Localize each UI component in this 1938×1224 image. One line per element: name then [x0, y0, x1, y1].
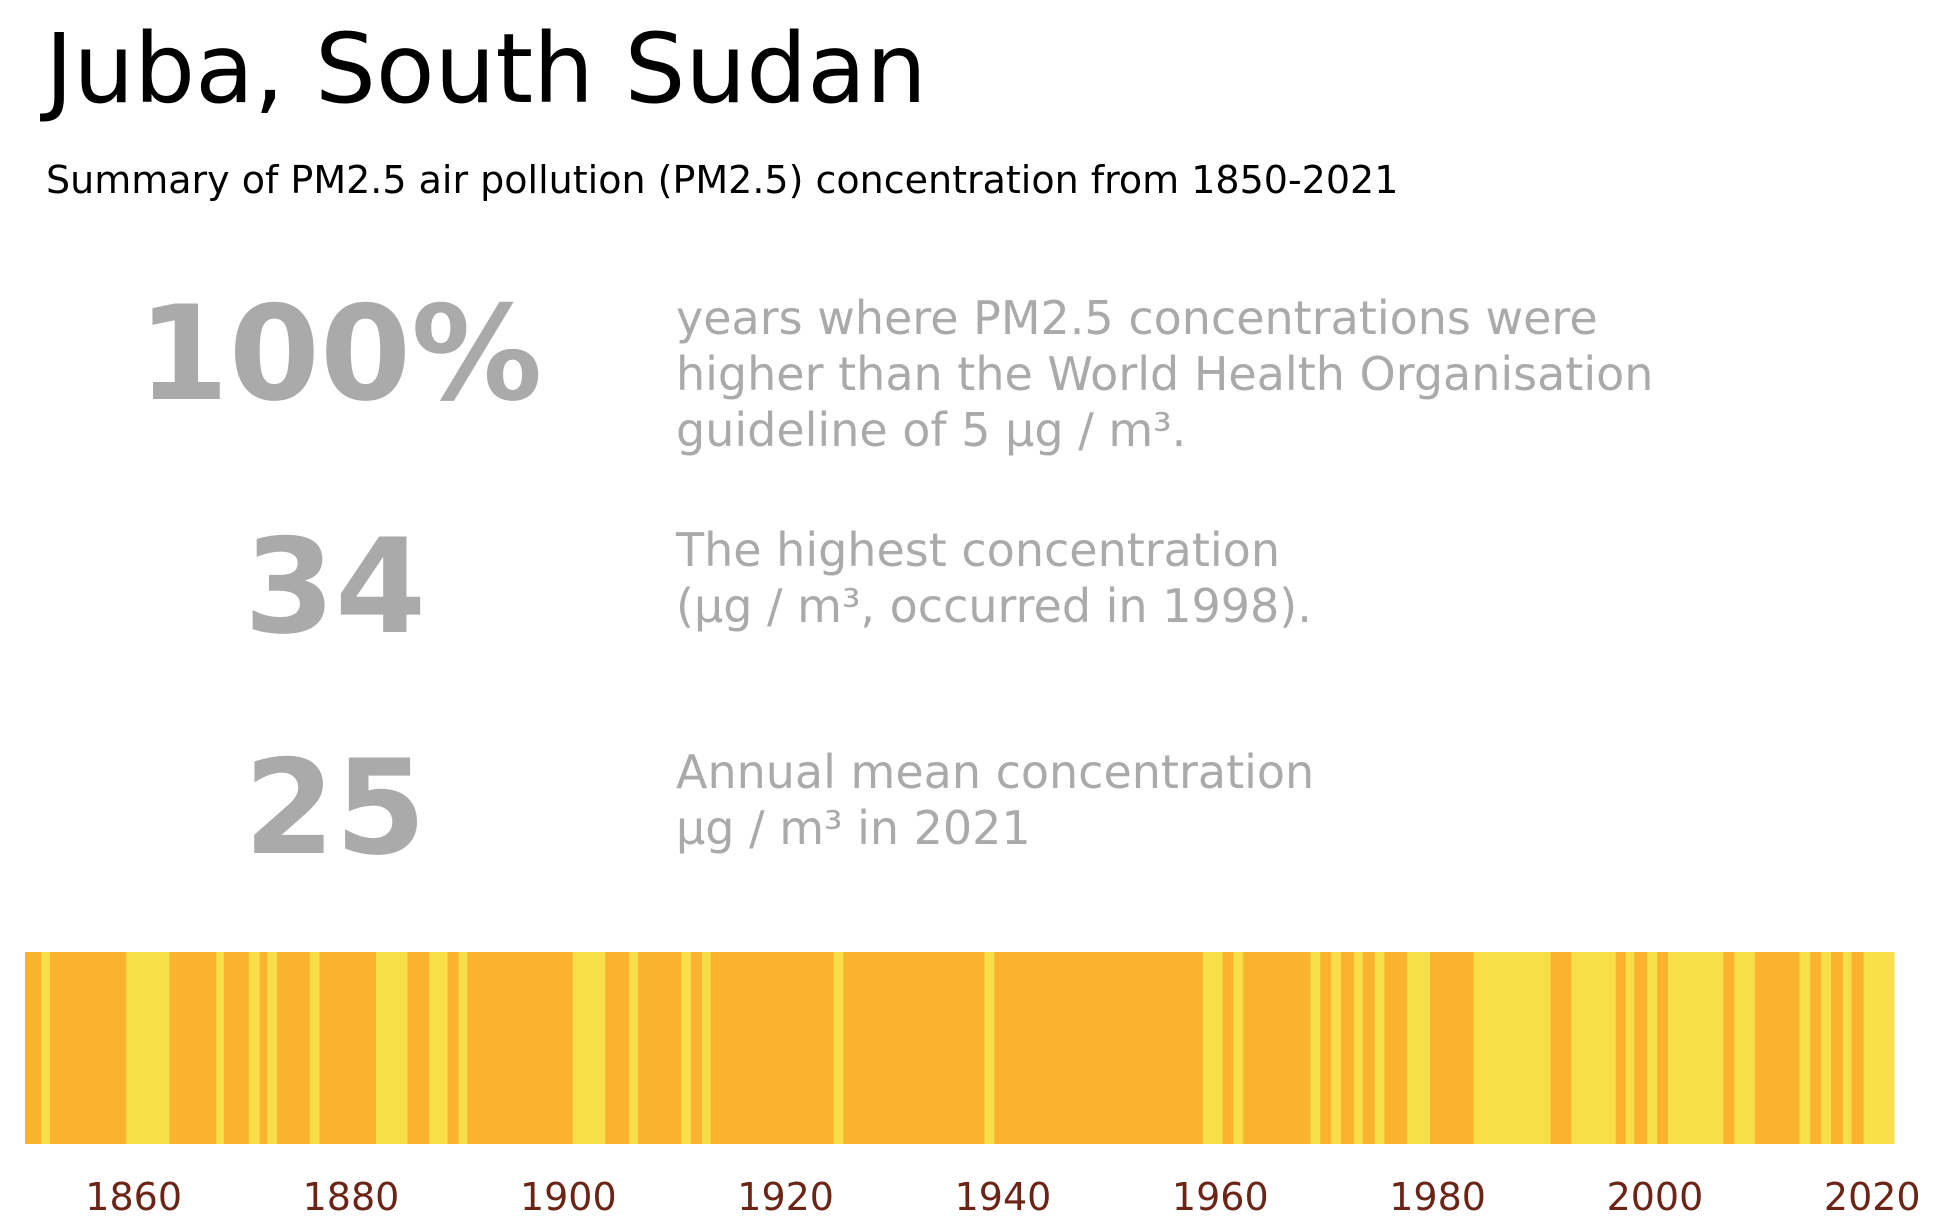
stripe-band-37: [1331, 952, 1342, 1144]
stripe-band-26: [710, 952, 834, 1144]
stripe-band-39: [1353, 952, 1364, 1144]
stat-highest-value: 34: [243, 510, 427, 663]
x-tick-label: 1880: [303, 1175, 400, 1219]
stripe-band-22: [637, 952, 682, 1144]
stripe-band-27: [833, 952, 844, 1144]
stripe-band-54: [1667, 952, 1724, 1144]
stripe-band-60: [1821, 952, 1832, 1144]
stripe-band-31: [1202, 952, 1223, 1144]
stripe-band-14: [407, 952, 430, 1144]
stripe-band-1: [41, 952, 51, 1144]
stripe-band-5: [216, 952, 225, 1144]
stripe-band-24: [691, 952, 703, 1144]
stripe-band-4: [169, 952, 217, 1144]
stripe-band-16: [447, 952, 460, 1144]
stripe-band-7: [248, 952, 261, 1144]
stripe-band-0: [25, 952, 42, 1144]
stripe-band-2: [49, 952, 127, 1144]
stripe-band-44: [1430, 952, 1452, 1144]
stripe-band-53: [1657, 952, 1669, 1144]
stripe-band-23: [681, 952, 692, 1144]
stripe-band-32: [1222, 952, 1234, 1144]
stripe-band-36: [1320, 952, 1332, 1144]
stripe-band-41: [1374, 952, 1385, 1144]
stripe-band-10: [277, 952, 311, 1144]
stripe-band-21: [629, 952, 639, 1144]
x-tick-label: 1960: [1172, 1175, 1269, 1219]
x-tick-label: 1980: [1389, 1175, 1486, 1219]
stripe-band-40: [1362, 952, 1376, 1144]
stripe-band-59: [1810, 952, 1822, 1144]
stripe-band-38: [1340, 952, 1355, 1144]
stripe-band-50: [1625, 952, 1635, 1144]
stripe-band-52: [1647, 952, 1658, 1144]
stripe-band-55: [1723, 952, 1735, 1144]
page-title: Juba, South Sudan: [45, 13, 927, 125]
stripe-band-34: [1243, 952, 1311, 1144]
x-tick-label: 2020: [1824, 1175, 1921, 1219]
stripe-band-65: [1872, 952, 1895, 1144]
stat-percentage-value: 100%: [137, 277, 543, 430]
stripe-band-57: [1754, 952, 1800, 1144]
stripe-band-17: [458, 952, 468, 1144]
stripe-band-29: [984, 952, 995, 1144]
stripe-band-3: [126, 952, 171, 1144]
stat-percentage-description: years where PM2.5 concentrations were hi…: [676, 291, 1654, 457]
x-tick-label: 1860: [85, 1175, 182, 1219]
page-subtitle: Summary of PM2.5 air pollution (PM2.5) c…: [46, 158, 1399, 202]
stripe-band-46: [1473, 952, 1552, 1144]
stripe-band-12: [319, 952, 377, 1144]
x-axis-ticks: 1860 1880 1900 1920 1940 1960 1980 2000 2020: [85, 1175, 1920, 1219]
x-tick-label: 1920: [737, 1175, 834, 1219]
stripe-band-19: [572, 952, 606, 1144]
stripe-band-64: [1863, 952, 1873, 1144]
stripe-band-28: [843, 952, 985, 1144]
stripe-band-9: [267, 952, 278, 1144]
stat-mean-description: Annual mean concentration µg / m³ in 202…: [676, 745, 1315, 855]
stripe-band-15: [429, 952, 449, 1144]
stripe-band-63: [1851, 952, 1865, 1144]
stripe-band-56: [1734, 952, 1756, 1144]
stripe-band-13: [375, 952, 408, 1144]
stripe-band-61: [1830, 952, 1844, 1144]
stripe-band-47: [1550, 952, 1572, 1144]
warming-stripes-chart: 1860 1880 1900 1920 1940 1960 1980 2000 2020: [25, 952, 1921, 1219]
x-tick-label: 1900: [520, 1175, 617, 1219]
stripe-band-49: [1615, 952, 1627, 1144]
stripe-band-20: [605, 952, 630, 1144]
stripe-band-18: [467, 952, 574, 1144]
x-tick-label: 2000: [1607, 1175, 1704, 1219]
stripe-band-43: [1407, 952, 1431, 1144]
stripe-band-25: [701, 952, 712, 1144]
stripe-band-6: [223, 952, 250, 1144]
stripe-band-8: [259, 952, 268, 1144]
stripe-band-30: [994, 952, 1204, 1144]
stripe-band-11: [309, 952, 320, 1144]
stripe-band-35: [1310, 952, 1321, 1144]
stripe-band-48: [1571, 952, 1617, 1144]
x-tick-label: 1940: [955, 1175, 1052, 1219]
stripe-band-62: [1842, 952, 1853, 1144]
stripe-band-33: [1233, 952, 1244, 1144]
stripe-band-58: [1799, 952, 1811, 1144]
stripe-bands: [25, 952, 1895, 1144]
stripe-band-51: [1634, 952, 1648, 1144]
stripe-band-45: [1450, 952, 1474, 1144]
stat-mean-value: 25: [243, 731, 427, 884]
stat-highest-description: The highest concentration (µg / m³, occu…: [676, 523, 1312, 633]
stripe-band-42: [1384, 952, 1408, 1144]
